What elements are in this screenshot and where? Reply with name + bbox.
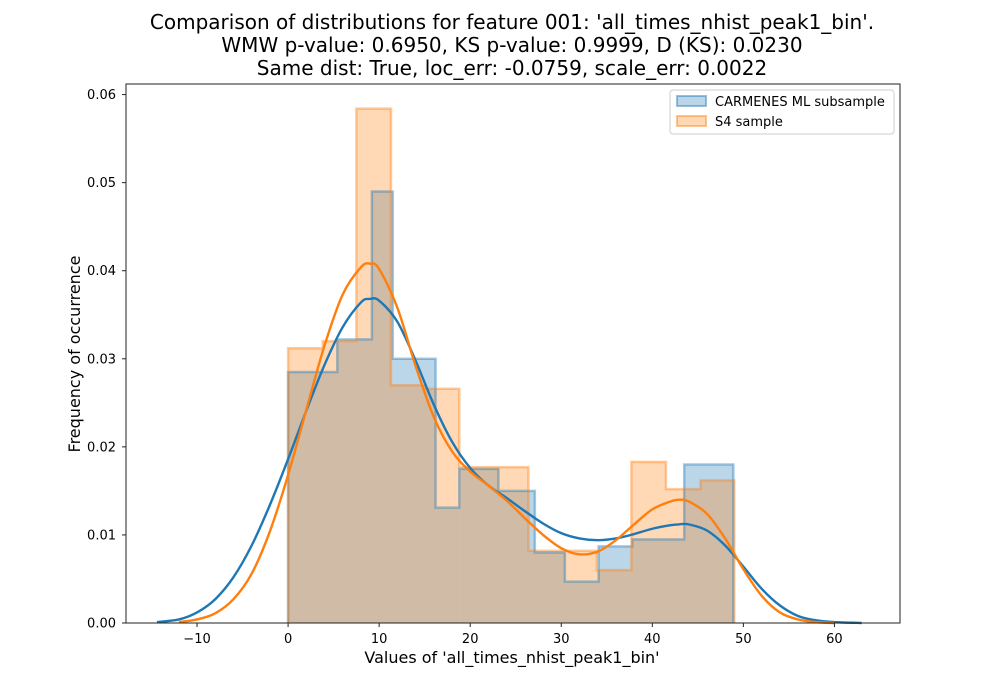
x-tick-label: 0 (284, 632, 292, 647)
y-tick-label: 0.01 (87, 528, 116, 543)
histogram-bar (598, 546, 633, 623)
histogram-bar (564, 581, 599, 623)
kde-curve-series-0 (156, 297, 862, 625)
legend-label-carmenes: CARMENES ML subsample (715, 95, 885, 110)
x-tick-label: 10 (371, 632, 388, 647)
y-axis-label: Frequency of occurrence (65, 256, 84, 453)
title-line-3: Same dist: True, loc_err: -0.0759, scale… (257, 56, 767, 80)
y-tick-label: 0.02 (87, 440, 116, 455)
histogram-bar (631, 461, 666, 623)
histogram-bar (425, 388, 460, 623)
legend-swatch-carmenes (676, 95, 707, 107)
histogram-bar (528, 550, 564, 623)
histogram-bar (390, 385, 426, 623)
histogram-outline-series-1 (286, 107, 736, 623)
histogram-bar (322, 341, 357, 623)
histogram-bar (288, 348, 323, 623)
x-tick-label: −10 (183, 632, 210, 647)
y-tick-label: 0.03 (87, 352, 116, 367)
x-tick-label: 30 (553, 632, 570, 647)
histogram-bar (700, 480, 735, 623)
histogram-bar (459, 467, 494, 623)
histogram-bar (337, 339, 372, 623)
y-tick-label: 0.00 (87, 617, 116, 632)
plot-content (156, 107, 862, 625)
x-axis-label: Values of 'all_times_nhist_peak1_bin' (364, 648, 659, 668)
histogram-bar (665, 489, 701, 623)
histogram-bar (684, 464, 734, 623)
legend: CARMENES ML subsample S4 sample (669, 89, 895, 135)
title-line-1: Comparison of distributions for feature … (150, 10, 874, 34)
histogram-bar (563, 550, 597, 623)
x-axis-ticks: −10 0 10 20 30 40 50 60 (183, 623, 843, 647)
histogram-bar (632, 539, 685, 623)
kde-curve-series-1 (178, 262, 835, 625)
y-tick-label: 0.06 (87, 88, 116, 103)
bars-series-1 (288, 108, 735, 623)
y-tick-label: 0.04 (87, 264, 116, 279)
histogram-outline-series-0 (286, 190, 735, 623)
legend-label-s4: S4 sample (715, 115, 783, 130)
histogram-bar (288, 371, 338, 623)
histogram-bar (596, 570, 632, 623)
histogram-bar (459, 468, 499, 623)
histogram-bar (356, 108, 391, 623)
plot-frame (125, 83, 901, 624)
x-tick-label: 60 (826, 632, 843, 647)
chart-title: Comparison of distributions for feature … (150, 10, 874, 80)
legend-swatch-s4 (676, 115, 707, 127)
legend-frame (669, 89, 895, 135)
histogram-bar (435, 507, 460, 623)
x-tick-label: 40 (644, 632, 661, 647)
y-tick-label: 0.05 (87, 176, 116, 191)
histogram-bar (534, 552, 565, 623)
x-tick-label: 50 (735, 632, 752, 647)
title-line-2: WMW p-value: 0.6950, KS p-value: 0.9999,… (221, 33, 802, 57)
y-axis-ticks: 0.00 0.01 0.02 0.03 0.04 0.05 0.06 (87, 88, 126, 632)
x-tick-label: 20 (462, 632, 479, 647)
